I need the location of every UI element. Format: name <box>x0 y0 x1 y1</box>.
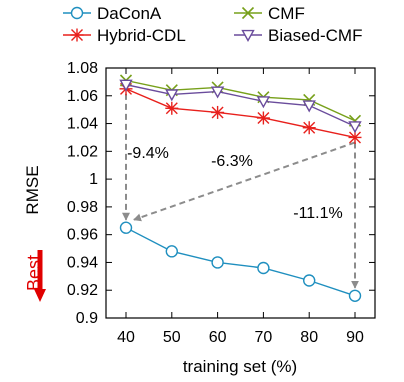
x-tick-label: 70 <box>255 329 273 346</box>
data-point <box>303 274 316 287</box>
marker-stroke <box>241 6 255 20</box>
legend-marker <box>70 6 84 20</box>
series-group <box>119 74 362 302</box>
y-axis-label: RMSE <box>23 165 42 214</box>
y-tick-label: 0.92 <box>67 282 98 299</box>
data-point <box>119 79 133 92</box>
data-point <box>256 111 270 125</box>
y-tick-label: 0.98 <box>67 199 98 216</box>
series-cmf <box>119 74 362 127</box>
y-tick-label: 1 <box>89 171 98 188</box>
legend: DaConA Hybrid-CDL CMF Biased-CMF <box>63 4 362 45</box>
y-tick-label: 1.02 <box>67 143 98 160</box>
data-point <box>348 289 362 302</box>
y-tick-label: 1.04 <box>67 116 98 133</box>
y-tick-label: 0.96 <box>67 227 98 244</box>
x-tick-label: 80 <box>300 329 318 346</box>
series-hybrid-cdl <box>119 82 362 144</box>
y-tick-label: 1.06 <box>67 88 98 105</box>
series-line <box>125 88 356 139</box>
data-point <box>302 100 316 113</box>
data-point <box>210 86 225 99</box>
legend-label: CMF <box>268 4 305 23</box>
annotations: -9.4% -6.3% -11.1% <box>122 93 359 289</box>
annotation-label: -11.1% <box>293 205 343 222</box>
data-point <box>119 221 133 234</box>
y-tick-label: 0.9 <box>76 310 98 327</box>
series-biased-cmf <box>119 79 362 134</box>
annotation-label: -9.4% <box>127 145 169 162</box>
x-tick-label: 50 <box>163 329 181 346</box>
series-line <box>125 83 356 127</box>
data-point <box>348 121 362 134</box>
x-tick-label: 60 <box>209 329 227 346</box>
y-tick-label: 1.08 <box>67 60 98 77</box>
y-tick-label: 0.94 <box>67 254 98 271</box>
data-point <box>256 96 271 109</box>
data-point <box>257 261 270 275</box>
series-line <box>125 227 356 297</box>
legend-item: CMF <box>234 4 305 23</box>
series-line <box>125 79 356 122</box>
series-dacona <box>119 221 362 302</box>
plot-frame <box>105 67 376 319</box>
legend-label: Biased-CMF <box>268 26 362 45</box>
annotation-arrow <box>133 141 356 222</box>
x-tick-label: 90 <box>346 329 364 346</box>
x-tick-label: 40 <box>117 329 135 346</box>
legend-marker <box>70 28 84 42</box>
legend-label: DaConA <box>97 4 162 23</box>
axes: 0.9 0.92 0.94 0.96 0.98 1 1.02 1.04 1.06 1.08 40 50… <box>67 60 376 346</box>
data-point <box>165 101 179 115</box>
legend-marker <box>241 6 255 20</box>
legend-marker <box>241 29 255 42</box>
legend-item: DaConA <box>63 4 162 23</box>
annotation-label: -6.3% <box>211 153 253 170</box>
legend-label: Hybrid-CDL <box>97 26 186 45</box>
legend-item: Biased-CMF <box>234 26 362 45</box>
data-point <box>165 89 179 102</box>
legend-item: Hybrid-CDL <box>63 26 186 45</box>
data-point <box>302 121 316 135</box>
best-indicator: Best <box>24 250 46 302</box>
data-point <box>165 245 179 258</box>
x-axis-label: training set (%) <box>183 357 297 376</box>
data-point <box>211 105 225 119</box>
data-point <box>211 256 224 269</box>
